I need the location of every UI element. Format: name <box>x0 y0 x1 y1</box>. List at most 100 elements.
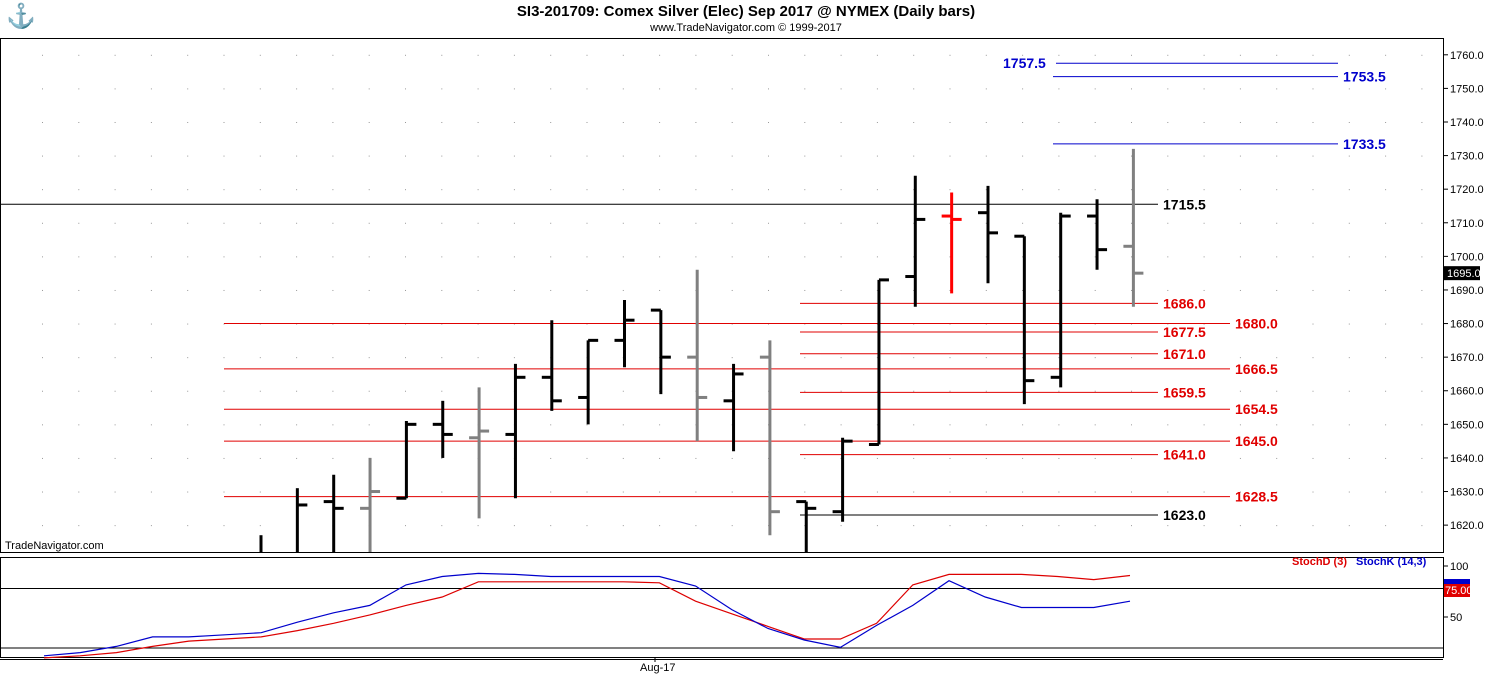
grid-dot <box>78 424 80 426</box>
grid-dot <box>586 491 588 493</box>
grid-dot <box>876 88 878 90</box>
grid-dot <box>1094 424 1096 426</box>
grid-dot <box>985 390 987 392</box>
grid-dot <box>1022 88 1024 90</box>
grid-dot <box>804 54 806 56</box>
grid-dot <box>985 189 987 191</box>
grid-dot <box>659 88 661 90</box>
y-tick-label: 1620.0 <box>1450 520 1484 532</box>
grid-dot <box>78 323 80 325</box>
grid-dot <box>187 121 189 123</box>
grid-dot <box>1167 54 1169 56</box>
grid-dot <box>114 323 116 325</box>
grid-dot <box>876 457 878 459</box>
grid-dot <box>586 289 588 291</box>
grid-dot <box>187 323 189 325</box>
grid-dot <box>1312 525 1314 527</box>
grid-dot <box>586 121 588 123</box>
grid-dot <box>441 54 443 56</box>
grid-dot <box>187 525 189 527</box>
grid-dot <box>405 222 406 224</box>
grid-dot <box>1312 357 1314 359</box>
grid-dot <box>332 121 334 123</box>
grid-dot <box>731 88 733 90</box>
grid-dot <box>1312 491 1314 493</box>
last-price-tag <box>1444 266 1480 281</box>
grid-dot <box>223 121 225 123</box>
grid-dot <box>622 424 624 426</box>
grid-dot <box>804 256 806 258</box>
grid-dot <box>1131 256 1132 258</box>
grid-dot <box>405 357 406 359</box>
grid-dot <box>1203 424 1205 426</box>
grid-dot <box>1022 121 1024 123</box>
grid-dot <box>223 88 225 90</box>
grid-dot <box>1348 222 1350 224</box>
grid-dot <box>1276 424 1278 426</box>
y-tick-label: 1720.0 <box>1450 184 1484 196</box>
grid-dot <box>1312 457 1314 459</box>
grid-dot <box>1348 424 1350 426</box>
grid-dot <box>622 256 624 258</box>
grid-dot <box>1094 289 1096 291</box>
grid-dot <box>1131 88 1132 90</box>
grid-dot <box>1239 357 1241 359</box>
grid-dot <box>840 390 842 392</box>
grid-dot <box>1348 289 1350 291</box>
grid-dot <box>1167 357 1169 359</box>
grid-dot <box>78 289 80 291</box>
grid-dot <box>586 525 588 527</box>
grid-dot <box>1094 121 1096 123</box>
grid-dot <box>259 525 261 527</box>
grid-dot <box>477 525 479 527</box>
grid-dot <box>441 222 443 224</box>
grid-dot <box>840 424 842 426</box>
grid-dot <box>1203 54 1205 56</box>
grid-dot <box>42 424 43 426</box>
grid-dot <box>296 457 298 459</box>
grid-dot <box>150 222 152 224</box>
grid-dot <box>477 357 479 359</box>
grid-dot <box>731 491 733 493</box>
grid-dot <box>1348 121 1350 123</box>
grid-dot <box>876 155 878 157</box>
grid-dot <box>1421 424 1423 426</box>
stoch-series-line <box>43 573 1131 659</box>
grid-dot <box>114 525 116 527</box>
grid-dot <box>1421 289 1423 291</box>
y-tick-label: 1730.0 <box>1450 151 1484 163</box>
grid-dot <box>223 457 225 459</box>
grid-dot <box>586 189 588 191</box>
grid-dot <box>1276 357 1278 359</box>
level-label: 1733.5 <box>1343 136 1386 152</box>
grid-dot <box>1239 256 1241 258</box>
grid-dot <box>1348 256 1350 258</box>
grid-dot <box>405 189 406 191</box>
grid-dot <box>1167 390 1169 392</box>
grid-dot <box>985 256 987 258</box>
grid-dot <box>223 525 225 527</box>
grid-dot <box>1276 491 1278 493</box>
grid-dot <box>695 222 697 224</box>
grid-dot <box>78 491 80 493</box>
grid-dot <box>1022 491 1024 493</box>
grid-dot <box>1276 457 1278 459</box>
grid-dot <box>876 256 878 258</box>
grid-dot <box>1203 390 1205 392</box>
level-label: 1666.5 <box>1235 361 1278 377</box>
grid-dot <box>913 256 915 258</box>
y-tick-label: 1680.0 <box>1450 319 1484 331</box>
grid-dot <box>731 457 733 459</box>
grid-dot <box>296 256 298 258</box>
y-tick-label: 1760.0 <box>1450 50 1484 62</box>
grid-dot <box>332 357 334 359</box>
grid-dot <box>332 222 334 224</box>
grid-dot <box>550 155 552 157</box>
grid-dot <box>332 189 334 191</box>
grid-dot <box>441 289 443 291</box>
grid-dot <box>259 189 261 191</box>
grid-dot <box>622 88 624 90</box>
grid-dot <box>913 155 915 157</box>
grid-dot <box>985 457 987 459</box>
grid-dot <box>513 54 515 56</box>
